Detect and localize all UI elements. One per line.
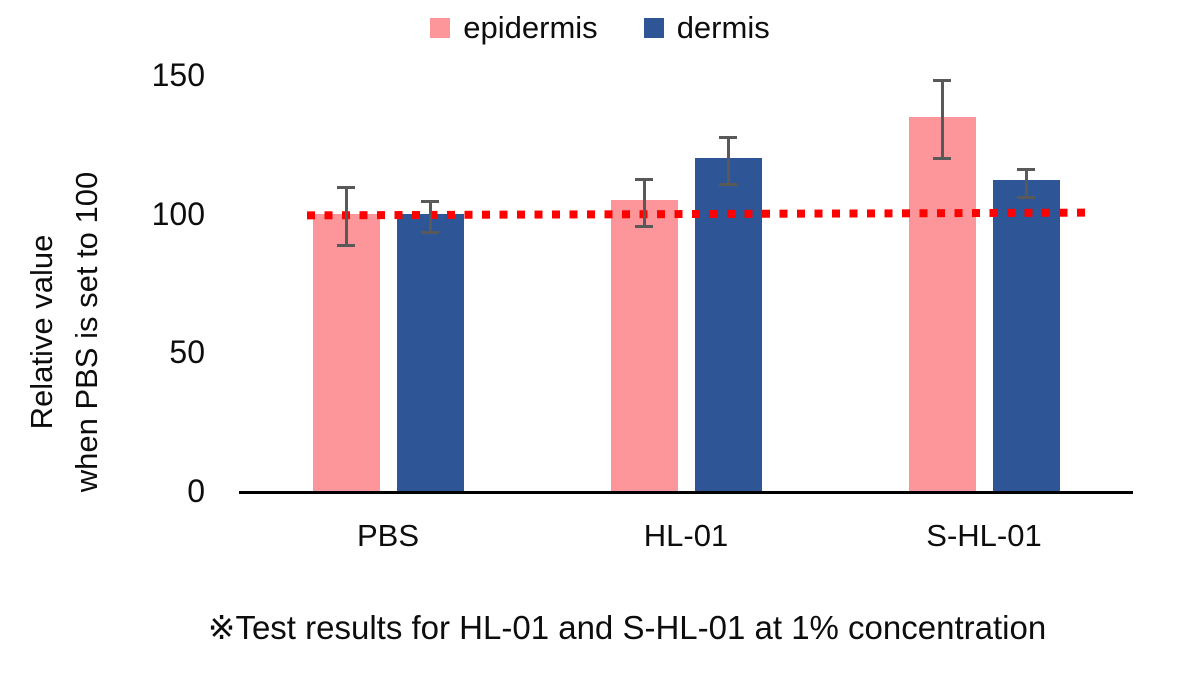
legend-label-dermis: dermis	[676, 10, 770, 45]
error-bar-line	[344, 188, 348, 245]
bar-epidermis-S-HL-01	[908, 116, 976, 491]
y-tick-50: 50	[169, 334, 205, 371]
error-bar-epidermis-HL-01	[635, 177, 653, 228]
error-bar-line	[428, 202, 432, 231]
x-axis-line	[239, 491, 1133, 494]
epidermis-color-swatch	[430, 18, 451, 38]
error-bar-dermis-S-HL-01	[1017, 167, 1035, 199]
error-bar-line	[940, 82, 944, 158]
dermis-color-swatch	[643, 18, 664, 38]
y-axis-title-line2: when PBS is set to 100	[69, 171, 104, 493]
y-axis-title: Relative value when PBS is set to 100	[19, 122, 111, 542]
plot-area	[239, 75, 1133, 491]
legend-item-epidermis: epidermis	[430, 10, 598, 46]
x-label-S-HL-01: S-HL-01	[926, 518, 1042, 553]
y-tick-150: 150	[151, 57, 205, 93]
error-bar-line	[642, 180, 646, 225]
bar-dermis-HL-01	[694, 158, 762, 491]
legend: epidermis dermis	[0, 10, 1200, 46]
error-bar-line	[726, 139, 730, 184]
bar-epidermis-HL-01	[610, 199, 678, 491]
y-tick-0: 0	[187, 473, 205, 509]
x-label-PBS: PBS	[356, 518, 420, 553]
legend-label-epidermis: epidermis	[463, 10, 598, 45]
error-bar-line	[1024, 170, 1028, 196]
error-bar-epidermis-PBS	[337, 185, 355, 248]
error-bar-epidermis-S-HL-01	[933, 79, 951, 161]
y-axis-title-line1: Relative value	[24, 234, 59, 430]
y-tick-100: 100	[151, 195, 205, 232]
error-bar-dermis-HL-01	[719, 136, 737, 187]
bar-dermis-PBS	[396, 213, 464, 491]
x-label-HL-01: HL-01	[643, 518, 729, 553]
bar-dermis-S-HL-01	[992, 180, 1060, 491]
bar-epidermis-PBS	[312, 213, 380, 491]
legend-item-dermis: dermis	[643, 10, 770, 46]
error-bar-dermis-PBS	[421, 199, 439, 234]
chart-caption: ※Test results for HL-01 and S-HL-01 at 1…	[207, 609, 1047, 646]
